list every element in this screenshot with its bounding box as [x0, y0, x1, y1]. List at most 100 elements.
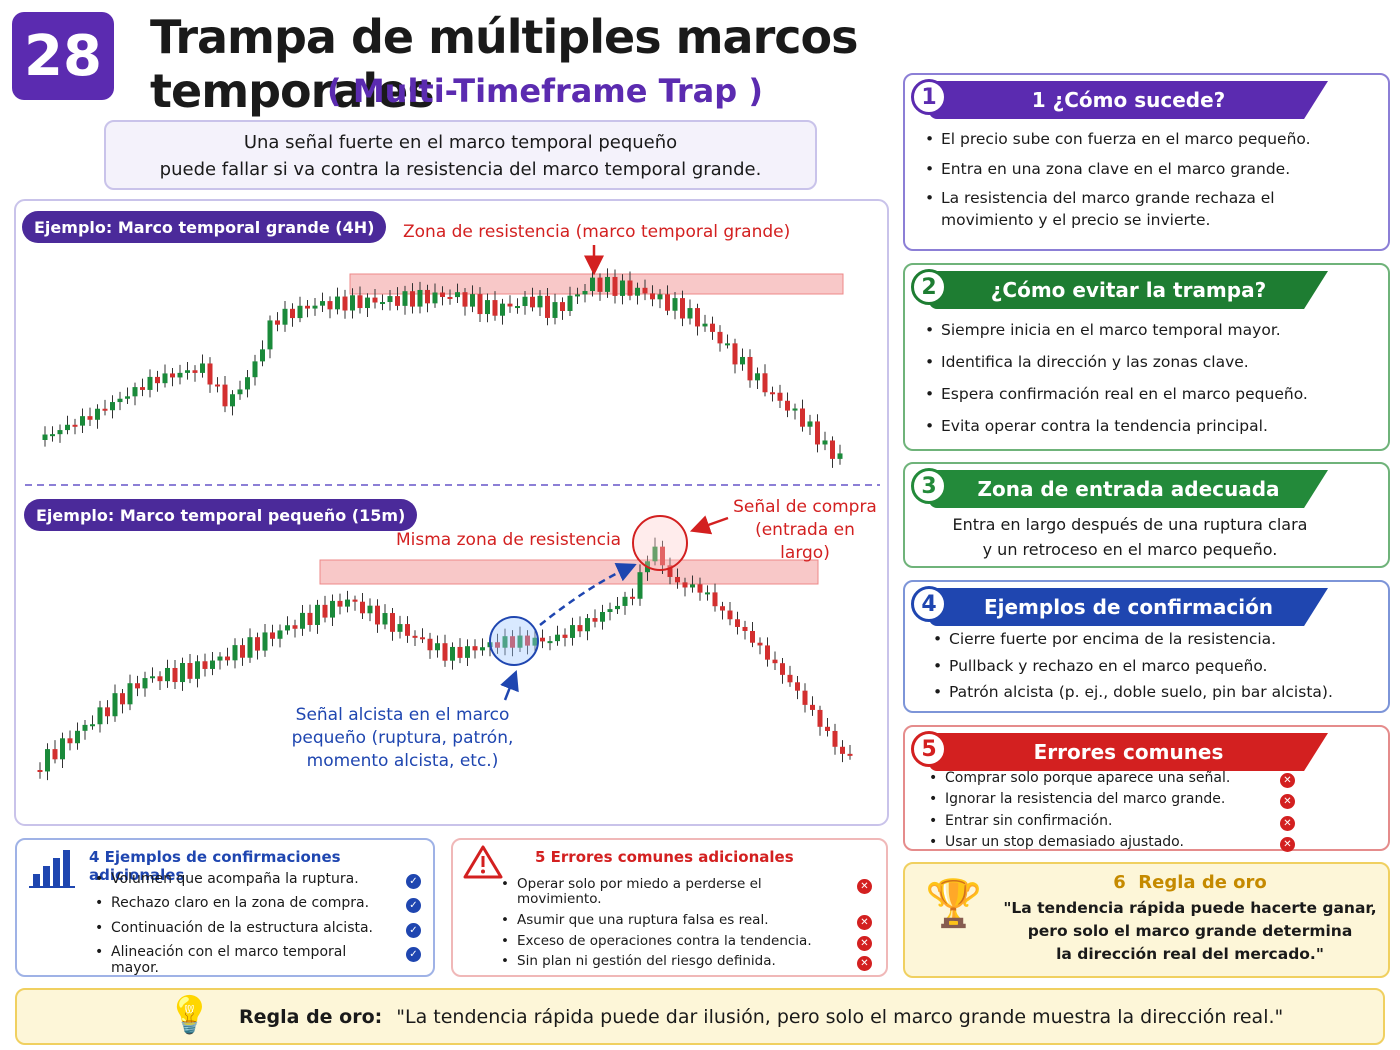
- candle: [615, 605, 620, 610]
- candle: [435, 643, 440, 651]
- candle: [330, 600, 335, 618]
- card-title: ¿Cómo evitar la trampa?: [929, 271, 1328, 309]
- candle: [657, 294, 663, 300]
- card-title-text: Regla de oro: [1138, 872, 1267, 893]
- candle: [712, 592, 718, 607]
- candle: [312, 305, 318, 309]
- candle: [720, 606, 725, 611]
- candle: [660, 546, 665, 566]
- candle: [747, 356, 753, 381]
- card-title: 6 Regla de oro: [1005, 872, 1375, 893]
- candle: [810, 704, 815, 710]
- candle: [825, 726, 830, 731]
- card-title: Ejemplos de confirmación: [929, 588, 1328, 626]
- candle: [675, 576, 680, 583]
- candle: [337, 600, 343, 607]
- card-title: 1 ¿Cómo sucede?: [929, 81, 1328, 119]
- candle: [605, 276, 610, 292]
- candle: [517, 635, 523, 648]
- candle: [192, 370, 198, 373]
- candle: [575, 294, 580, 297]
- candle: [120, 693, 125, 705]
- candle: [365, 297, 370, 309]
- candle: [612, 276, 618, 296]
- candle: [405, 624, 410, 636]
- candle: [682, 582, 688, 588]
- status-icon: ✕: [1280, 794, 1295, 810]
- candle: [217, 656, 223, 661]
- candle: [817, 709, 823, 727]
- candle: [562, 634, 568, 638]
- list-item: Cierre fuerte por encima de la resistenc…: [933, 630, 1383, 649]
- card: 3 Zona de entrada adecuada Entra en larg…: [903, 462, 1390, 568]
- card-number: 4: [911, 586, 947, 622]
- card-number: 1: [911, 79, 947, 115]
- candle: [545, 295, 550, 318]
- candle: [155, 376, 160, 384]
- candle: [525, 635, 530, 646]
- candle: [830, 440, 835, 459]
- candle: [772, 659, 778, 664]
- candle: [532, 637, 538, 646]
- candle: [315, 604, 320, 625]
- candle: [642, 287, 648, 294]
- list-item: Siempre inicia en el marco temporal mayo…: [925, 318, 1365, 342]
- text-line: pequeño (ruptura, patrón,: [291, 728, 514, 748]
- card: 5 Errores comunes Comprar solo porque ap…: [903, 725, 1390, 853]
- candle: [635, 287, 640, 296]
- candle: [240, 645, 245, 658]
- candle: [577, 625, 583, 632]
- candle: [582, 291, 588, 295]
- candle: [530, 296, 535, 308]
- example-label: Ejemplo: Marco temporal grande (4H): [22, 211, 387, 243]
- candle: [142, 678, 148, 689]
- candle: [345, 599, 350, 607]
- candle: [822, 440, 828, 445]
- example-label: Ejemplo: Marco temporal pequeño (15m): [24, 499, 418, 531]
- candle: [380, 302, 385, 305]
- candle: [637, 572, 643, 599]
- candle: [65, 424, 70, 431]
- candle: [717, 331, 723, 344]
- candle: [727, 610, 733, 620]
- candle: [237, 389, 243, 395]
- card-number: 2: [911, 269, 947, 305]
- list-item: Patrón alcista (p. ej., doble suelo, pin…: [933, 683, 1383, 702]
- summary-line: Una señal fuerte en el marco temporal pe…: [243, 132, 678, 153]
- candle: [140, 387, 145, 390]
- candle: [327, 301, 333, 310]
- candle: [697, 584, 703, 593]
- candle: [485, 300, 490, 315]
- candle: [87, 416, 93, 420]
- card: 2 ¿Cómo evitar la trampa? Siempre inicia…: [903, 263, 1390, 451]
- candle: [785, 400, 790, 411]
- resistance-zone: [349, 273, 844, 295]
- candle: [357, 295, 363, 309]
- candle: [427, 638, 433, 651]
- footer: 💡 Regla de oro: "La tendencia rápida pue…: [15, 988, 1385, 1045]
- candle: [127, 683, 133, 705]
- candle: [292, 625, 298, 629]
- candle: [172, 667, 178, 683]
- candle: [740, 356, 745, 365]
- list-item: Rechazo claro en la zona de compra.✓: [95, 895, 421, 914]
- candle: [147, 376, 153, 390]
- box-title: 5 Errores comunes adicionales: [535, 848, 794, 866]
- candle: [495, 642, 500, 648]
- card-text: Entra en largo después de una ruptura cl…: [925, 512, 1335, 562]
- candle: [232, 645, 238, 661]
- candle: [847, 753, 853, 756]
- candle: [522, 296, 528, 307]
- candle: [322, 604, 328, 618]
- candle: [570, 625, 575, 638]
- status-icon: ✕: [857, 914, 872, 930]
- candle: [270, 632, 275, 639]
- candle: [262, 632, 268, 651]
- candle: [307, 612, 313, 625]
- subtitle: ( Multi-Timeframe Trap ): [327, 72, 763, 110]
- candle: [552, 302, 558, 318]
- list-item: Exceso de operaciones contra la tendenci…: [501, 933, 872, 951]
- candle: [470, 294, 475, 307]
- candle: [177, 372, 183, 378]
- candle: [457, 646, 463, 658]
